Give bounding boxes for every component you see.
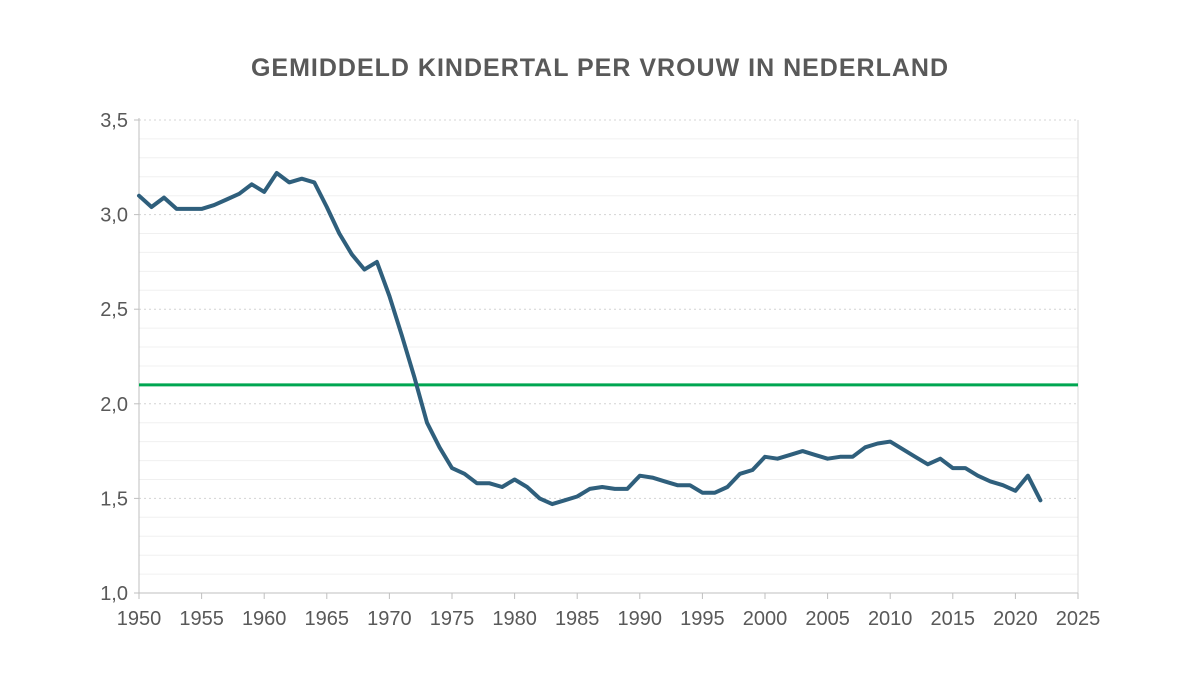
x-tick-label: 2015 (931, 608, 976, 630)
chart-title: GEMIDDELD KINDERTAL PER VROUW IN NEDERLA… (250, 54, 950, 82)
y-tick-label: 3,0 (100, 205, 128, 227)
fertility-rate-line (137, 171, 1043, 507)
y-tick-label: 2,0 (100, 394, 128, 416)
x-tick-label: 2020 (993, 608, 1038, 630)
x-tick-label: 1980 (492, 608, 537, 630)
y-tick-label: 2,5 (100, 299, 128, 321)
x-tick-label: 1950 (117, 608, 162, 630)
x-tick-label: 1985 (555, 608, 600, 630)
y-tick-label: 3,5 (100, 110, 128, 132)
x-tick-label: 2010 (868, 608, 913, 630)
x-tick-label: 1990 (618, 608, 663, 630)
y-tick-label: 1,5 (100, 488, 128, 510)
x-tick-label: 1975 (430, 608, 475, 630)
y-tick-label: 1,0 (100, 583, 128, 605)
x-tick-label: 1955 (179, 608, 224, 630)
x-tick-label: 1960 (242, 608, 287, 630)
x-tick-label: 1965 (305, 608, 350, 630)
x-tick-label: 1995 (680, 608, 725, 630)
x-tick-label: 2000 (743, 608, 788, 630)
x-tick-label: 2005 (805, 608, 850, 630)
x-tick-label: 1970 (367, 608, 412, 630)
x-tick-label: 2025 (1056, 608, 1101, 630)
